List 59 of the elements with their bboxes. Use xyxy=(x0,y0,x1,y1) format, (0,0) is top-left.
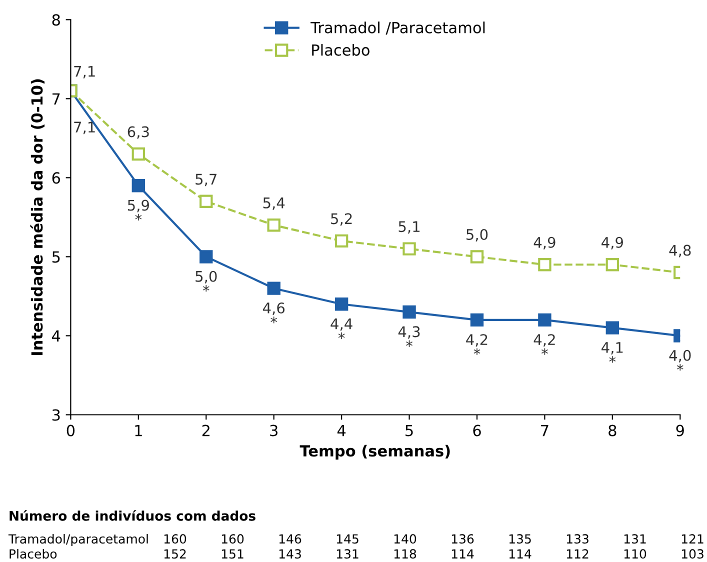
x-tick-label: 5 xyxy=(406,424,413,436)
data-label: 5,9 * xyxy=(128,200,149,221)
point xyxy=(200,250,213,264)
point xyxy=(470,313,484,327)
x-tick-label: 2 xyxy=(202,424,210,436)
x-tick-label: 3 xyxy=(270,424,278,436)
y-tick-label: 6 xyxy=(52,172,60,184)
point xyxy=(334,234,348,248)
data-label: 5,7 xyxy=(196,174,216,186)
text: Placebo 152 151 143 131 118 114 114 112 110 103 xyxy=(10,548,704,559)
data-label: 5,4 xyxy=(263,198,285,210)
y-axis-title: Intensidade média da dor (0-10) xyxy=(30,79,45,356)
data-label: 7,1 xyxy=(74,122,95,134)
point xyxy=(402,242,416,256)
text: Número de indivíduos com dados xyxy=(10,510,256,521)
data-label: 5,1 xyxy=(398,221,420,234)
y-tick-label: 4 xyxy=(52,330,60,342)
point xyxy=(402,305,416,319)
point xyxy=(470,250,484,264)
data-label: 6,3 xyxy=(128,126,149,139)
point xyxy=(538,313,552,327)
data-label: 4,1 * xyxy=(602,342,623,363)
point xyxy=(132,147,146,161)
y-tick-label: 3 xyxy=(52,409,60,421)
data-label: 4,9 xyxy=(602,236,623,250)
data-label: 4,8 xyxy=(669,244,691,258)
text: Tramadol/paracetamol 160 160 146 145 140 136 135 133 131 121 xyxy=(8,534,704,546)
x-tick-label: 0 xyxy=(66,424,75,436)
x-tick-label: 8 xyxy=(608,424,616,436)
data-label: 5,0 * xyxy=(196,270,217,292)
data-label: 7,1 xyxy=(74,66,95,78)
x-tick-label: 6 xyxy=(473,424,481,436)
point xyxy=(606,321,620,334)
point xyxy=(267,218,280,232)
x-tick-label: 4 xyxy=(337,424,346,436)
data-label: 4,4 * xyxy=(330,318,352,340)
y-tick-label: 5 xyxy=(52,251,60,263)
point xyxy=(538,258,552,272)
point xyxy=(200,194,213,208)
point xyxy=(132,179,146,192)
legend-label: Tramadol /Paracetamol xyxy=(310,22,485,35)
x-tick-label: 9 xyxy=(676,424,684,436)
x-tick-label: 7 xyxy=(541,424,548,436)
legend-label: Placebo xyxy=(312,44,370,56)
data-label: 4,2 * xyxy=(466,334,488,355)
data-label: 5,0 xyxy=(466,228,488,242)
data-label: 4,0 * xyxy=(669,350,691,371)
point xyxy=(606,258,620,272)
y-tick-label: 7 xyxy=(52,93,60,104)
data-label: 4,3 * xyxy=(398,326,420,347)
data-label: 4,2 * xyxy=(534,334,555,355)
point xyxy=(267,282,280,295)
point xyxy=(334,298,348,311)
y-tick-label: 8 xyxy=(52,14,60,26)
data-label: 4,6 * xyxy=(262,302,285,324)
x-tick-label: 1 xyxy=(135,424,142,436)
data-label: 4,9 xyxy=(534,236,556,250)
data-label: 5,2 xyxy=(331,213,352,226)
x-axis-title: Tempo (semanas) xyxy=(300,444,450,460)
